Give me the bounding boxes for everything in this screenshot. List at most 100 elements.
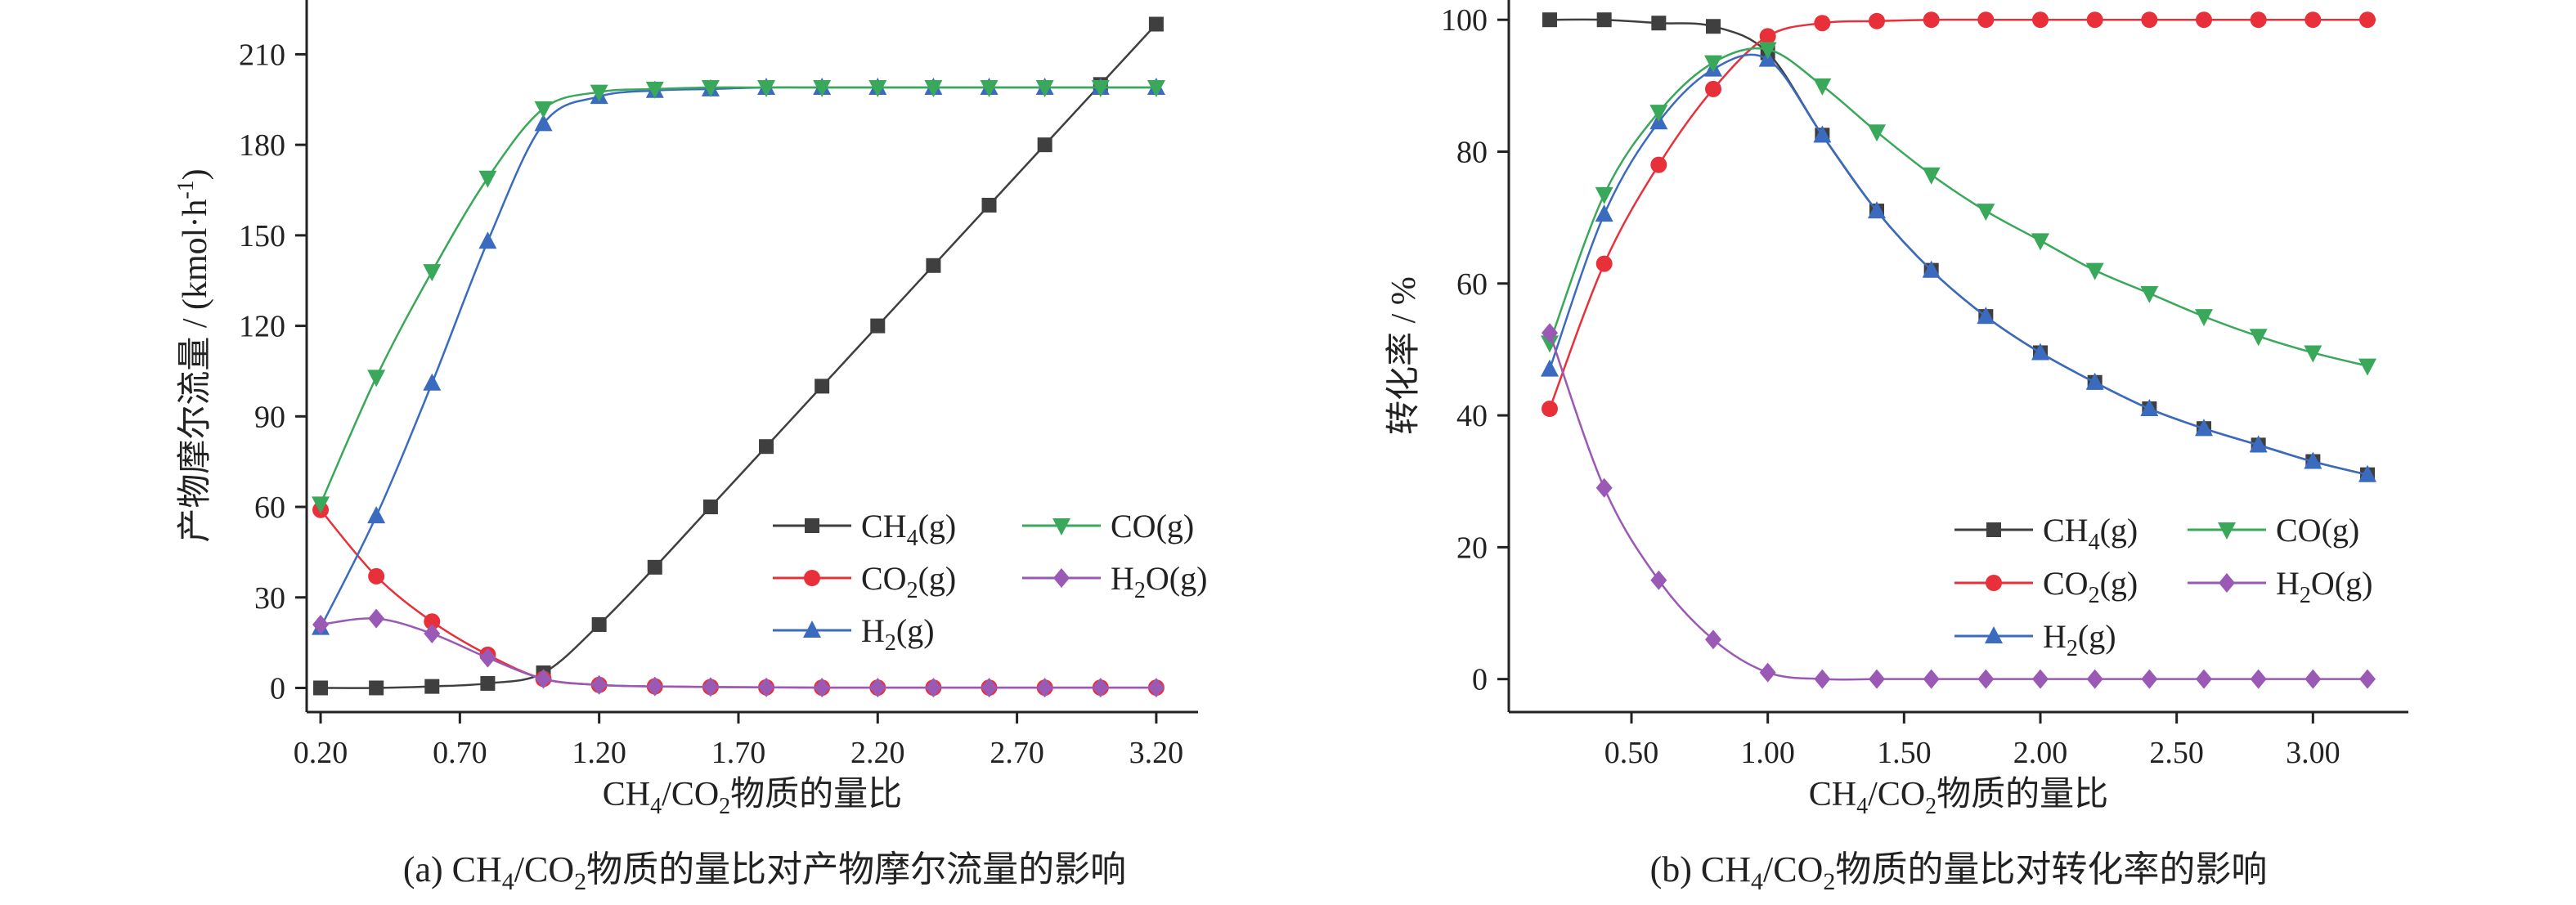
legend-item: H2(g) xyxy=(1954,618,2116,661)
series-cog xyxy=(312,80,1165,514)
data-point xyxy=(1758,42,1777,60)
y-tick-label: 40 xyxy=(1456,399,1488,433)
text-run: (g) xyxy=(2078,618,2116,655)
data-point xyxy=(980,80,999,98)
legend-label: CO(g) xyxy=(1111,508,1194,544)
data-point xyxy=(1704,55,1722,73)
data-point xyxy=(2250,11,2267,29)
data-point xyxy=(925,678,942,698)
superscript: -1 xyxy=(173,180,199,199)
data-point xyxy=(479,647,496,668)
data-point xyxy=(423,264,442,282)
text-run: (a) CH xyxy=(403,849,502,889)
data-point xyxy=(1922,260,1941,278)
subscript: 2 xyxy=(2300,583,2311,608)
text-run: H xyxy=(2276,565,2300,602)
data-point xyxy=(1595,477,1613,498)
legend-item: CO2(g) xyxy=(1954,565,2138,608)
subscript: 2 xyxy=(719,794,730,819)
data-point xyxy=(869,678,886,698)
data-point xyxy=(423,373,442,391)
data-point xyxy=(1595,255,1613,272)
data-point xyxy=(478,231,497,249)
data-point xyxy=(1649,105,1668,123)
data-point xyxy=(1147,80,1165,98)
data-point xyxy=(1868,124,1886,142)
data-point xyxy=(1542,323,1558,343)
text-run: (g) xyxy=(2100,565,2138,602)
data-point xyxy=(2196,11,2212,29)
data-point xyxy=(758,677,775,697)
series-co2g xyxy=(1542,11,2376,418)
series-line xyxy=(320,509,1156,689)
data-point xyxy=(2032,11,2049,29)
data-point xyxy=(591,616,607,632)
legend: CH4(g) CO(g)CO2(g) H2O(g)H2(g) xyxy=(1954,512,2372,661)
text-run: CH xyxy=(861,508,907,544)
series-line xyxy=(1548,53,2368,476)
data-point xyxy=(2249,329,2268,347)
data-point xyxy=(1035,80,1054,98)
data-point xyxy=(814,678,831,698)
data-point xyxy=(1651,16,1667,31)
legend-swatch-marker xyxy=(1985,626,2003,643)
y-tick-label: 90 xyxy=(254,400,285,434)
data-point xyxy=(702,677,719,697)
data-point xyxy=(1650,156,1667,173)
data-point xyxy=(813,80,832,98)
data-point xyxy=(981,678,998,698)
data-point xyxy=(480,675,496,691)
chart-a-product-flow: 0 30 60 90 120 150 180 210 0.20 0.70 1.20 1.70 2.20 2… xyxy=(173,0,1207,895)
data-point xyxy=(2249,435,2268,453)
series-co2g xyxy=(312,501,1165,697)
text-run: H xyxy=(2043,618,2067,655)
text-run: O(g) xyxy=(1146,560,1208,597)
text-run: CH xyxy=(2043,512,2089,549)
data-point xyxy=(2304,11,2322,29)
y-tick-label: 80 xyxy=(1456,135,1488,169)
data-point xyxy=(1922,167,1941,185)
text-run: (b) CH xyxy=(1650,849,1751,889)
data-point xyxy=(2140,285,2159,303)
data-point xyxy=(2141,11,2158,29)
text-run: (g) xyxy=(2100,512,2138,549)
data-point xyxy=(1759,28,1776,45)
data-point xyxy=(926,258,941,273)
chart-caption: (a) CH4/CO2物质的量比对产物摩尔流量的影响 xyxy=(403,849,1126,895)
legend-label: H2(g) xyxy=(2043,618,2116,661)
data-point xyxy=(2086,11,2103,29)
legend-label: H2O(g) xyxy=(2276,565,2372,608)
subscript: 4 xyxy=(907,526,918,551)
text-run: CH xyxy=(1809,776,1856,813)
legend-label: CH4(g) xyxy=(861,508,956,551)
data-point xyxy=(2141,669,2158,689)
data-point xyxy=(702,500,718,515)
text-run: /CO xyxy=(1868,776,1925,813)
data-point xyxy=(646,676,663,697)
text-run: CO(g) xyxy=(2276,512,2359,549)
data-point xyxy=(2359,11,2376,29)
text-run: 物质的量比 xyxy=(730,776,902,813)
data-point xyxy=(924,80,943,98)
data-point xyxy=(424,613,441,630)
text-run: CO xyxy=(2043,565,2089,602)
y-tick-label: 180 xyxy=(239,128,285,163)
data-point xyxy=(1869,12,1885,29)
legend-item: CH4(g) xyxy=(773,508,956,551)
data-point xyxy=(1977,307,1995,325)
series-line xyxy=(1549,18,2368,476)
data-point xyxy=(2195,309,2213,327)
text-run: H xyxy=(861,612,885,649)
data-point xyxy=(368,608,385,629)
legend-item: CO2(g) xyxy=(773,560,956,603)
data-point xyxy=(815,379,830,394)
data-point xyxy=(1091,80,1110,98)
data-point xyxy=(367,506,386,524)
series-h2og xyxy=(1542,323,2376,689)
data-point xyxy=(647,559,662,575)
data-point xyxy=(2195,419,2213,437)
data-point xyxy=(1541,359,1559,377)
x-tick-label: 3.20 xyxy=(1129,736,1184,770)
legend-item: CO(g) xyxy=(1022,508,1194,544)
data-point xyxy=(757,80,776,98)
